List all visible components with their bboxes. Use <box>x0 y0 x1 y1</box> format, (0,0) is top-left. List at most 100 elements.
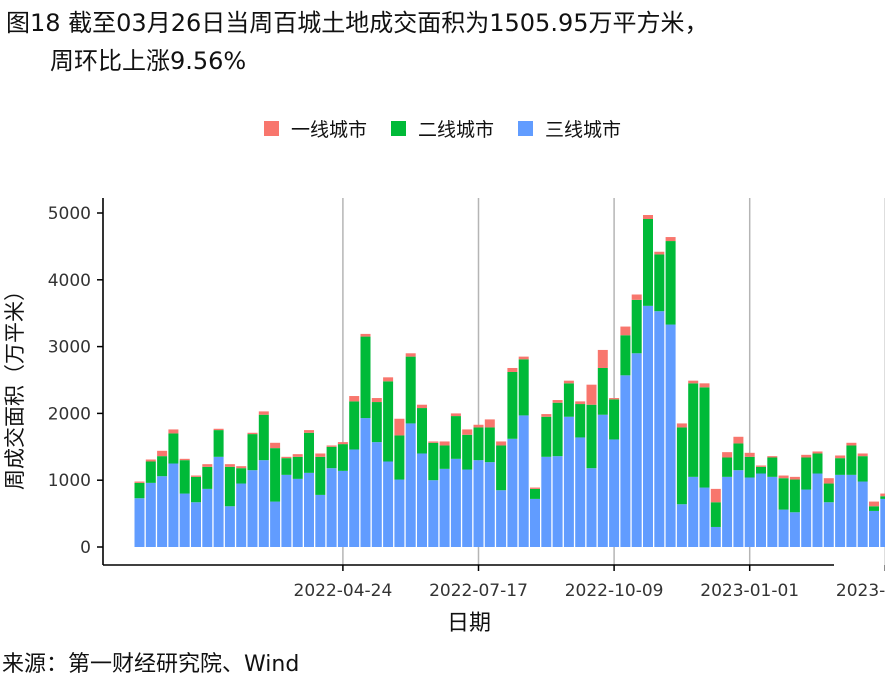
bar-tier3-43 <box>620 375 631 547</box>
bar-tier2-5 <box>191 476 201 503</box>
bar-tier3-13 <box>281 474 292 547</box>
bar-tier1-62 <box>835 455 846 459</box>
bar-tier1-18 <box>337 442 348 445</box>
bar-tier1-2 <box>157 450 168 457</box>
bar-tier1-9 <box>236 466 247 469</box>
bar-tier1-1 <box>145 459 156 462</box>
bar-tier3-47 <box>665 324 676 547</box>
bar-tier2-26 <box>428 442 439 481</box>
bar-tier3-15 <box>304 472 314 547</box>
bar-tier2-20 <box>360 336 371 419</box>
bar-tier3-10 <box>247 470 258 547</box>
bar-tier3-61 <box>823 502 834 547</box>
bar-tier3-24 <box>405 423 416 547</box>
bar-tier1-26 <box>428 441 439 443</box>
legend-item-tier2: 二线城市 <box>390 115 494 142</box>
bar-tier2-55 <box>756 466 766 474</box>
bar-tier1-56 <box>767 456 778 458</box>
bar-tier1-49 <box>688 380 699 384</box>
bar-tier2-32 <box>496 445 507 491</box>
x-tick-label-3: 2023-01-01 <box>700 581 799 601</box>
bar-tier3-52 <box>722 476 733 547</box>
bar-tier2-43 <box>620 335 631 376</box>
bar-tier1-35 <box>530 487 540 489</box>
bar-tier1-57 <box>778 475 789 479</box>
bar-tier1-52 <box>722 452 733 458</box>
bar-tier1-32 <box>496 441 507 446</box>
bar-tier1-64 <box>857 453 868 457</box>
bar-tier1-30 <box>473 424 484 428</box>
bar-tier1-46 <box>654 251 665 255</box>
x-tick-labels: 2022-04-24 2022-07-17 2022-10-09 2023-01-01… <box>294 565 885 601</box>
bar-tier1-45 <box>643 215 653 220</box>
bar-tier1-19 <box>349 396 360 402</box>
bar-tier2-54 <box>744 456 755 478</box>
y-tick-label-1: 1000 <box>48 471 91 491</box>
bar-tier3-39 <box>575 437 586 547</box>
bar-tier3-53 <box>733 470 744 547</box>
bar-tier3-16 <box>315 494 326 547</box>
bar-tier1-16 <box>315 453 326 457</box>
legend-swatch-tier2 <box>390 121 406 136</box>
bar-tier3-17 <box>326 468 337 547</box>
bar-tier3-27 <box>439 468 450 547</box>
bar-tier3-20 <box>360 418 371 547</box>
bar-tier1-0 <box>134 481 145 483</box>
bar-tier2-38 <box>563 383 574 417</box>
bar-tier1-59 <box>801 454 812 458</box>
bar-tier1-47 <box>665 237 676 242</box>
bar-tier3-14 <box>292 478 303 547</box>
bar-tier3-65 <box>869 510 879 547</box>
bar-marks <box>134 215 885 547</box>
bar-tier2-50 <box>699 387 710 488</box>
bar-tier2-15 <box>304 432 314 473</box>
bar-tier2-64 <box>857 456 868 482</box>
bar-tier3-37 <box>552 456 563 547</box>
bar-tier1-42 <box>609 398 620 400</box>
bar-tier3-35 <box>530 498 540 547</box>
bar-tier2-23 <box>394 435 405 480</box>
y-tick-label-3: 3000 <box>48 338 91 358</box>
bar-tier2-39 <box>575 404 586 438</box>
bar-tier2-52 <box>722 457 733 477</box>
bar-tier2-30 <box>473 427 484 461</box>
bar-tier1-11 <box>258 411 269 415</box>
chart-axes <box>102 198 834 566</box>
bar-tier3-34 <box>518 415 529 547</box>
bar-tier2-49 <box>688 383 699 477</box>
bar-tier3-38 <box>563 416 574 547</box>
bar-tier2-2 <box>157 456 168 477</box>
bar-tier1-33 <box>507 367 518 372</box>
bar-tier3-49 <box>688 476 699 547</box>
bar-tier2-22 <box>383 381 394 462</box>
x-tick-label-0: 2022-04-24 <box>294 581 393 601</box>
bar-tier2-41 <box>597 367 608 415</box>
bar-tier1-44 <box>631 294 642 300</box>
bar-tier3-3 <box>168 463 179 547</box>
bar-tier2-13 <box>281 458 292 475</box>
bar-tier2-36 <box>541 416 552 457</box>
bar-tier3-6 <box>202 488 213 547</box>
bar-tier1-22 <box>383 377 394 382</box>
legend-label-tier2: 二线城市 <box>417 119 494 141</box>
title-line-2: 周环比上涨9.56% <box>50 47 247 75</box>
bar-tier1-25 <box>417 404 427 409</box>
bar-tier1-40 <box>586 384 597 405</box>
bar-tier3-29 <box>462 469 473 547</box>
bar-tier1-65 <box>869 501 879 507</box>
bar-tier3-1 <box>145 482 156 547</box>
bar-tier1-37 <box>552 400 563 403</box>
bar-tier1-14 <box>292 454 303 457</box>
bar-tier3-46 <box>654 311 665 547</box>
bar-tier3-41 <box>597 414 608 547</box>
bar-tier2-12 <box>270 448 281 502</box>
legend-item-tier3: 三线城市 <box>518 115 621 142</box>
bar-tier1-55 <box>756 465 766 467</box>
bar-tier1-63 <box>846 442 857 446</box>
bar-tier2-37 <box>552 402 563 457</box>
bar-tier2-16 <box>315 456 326 495</box>
bar-tier3-5 <box>191 502 201 547</box>
bar-tier2-44 <box>631 299 642 354</box>
bar-tier2-63 <box>846 445 857 475</box>
